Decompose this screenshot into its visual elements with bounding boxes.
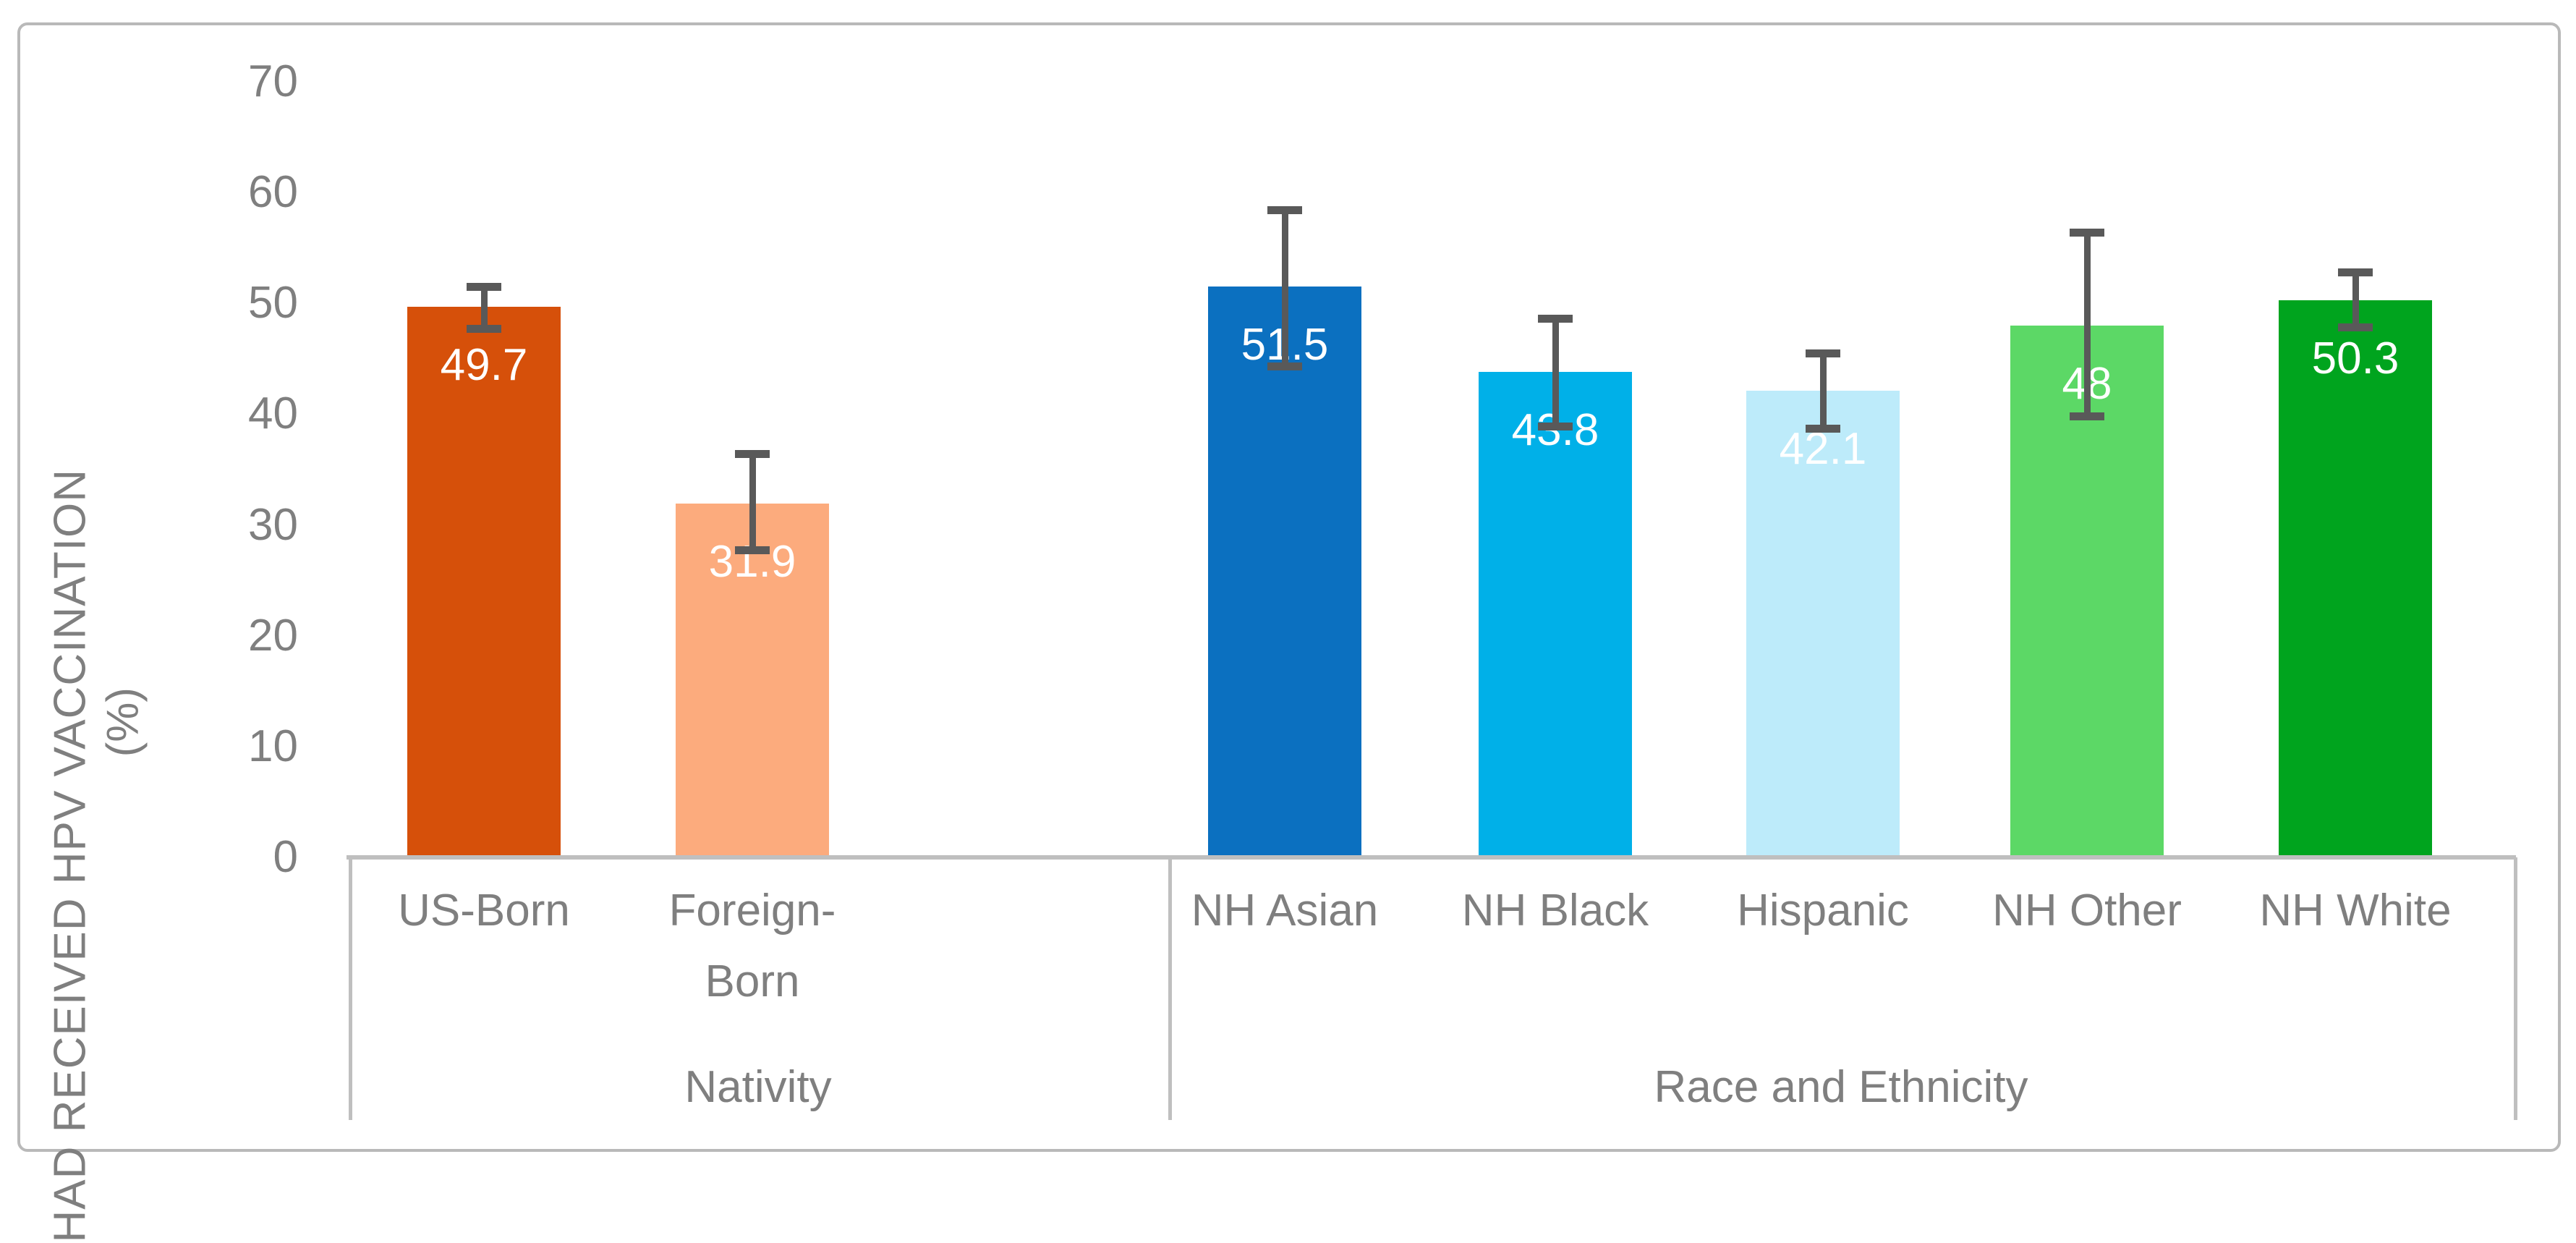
error-bar-cap-top-nh-white (2338, 268, 2373, 276)
group-label-nativity: Nativity (684, 1062, 832, 1112)
bar-hispanic (1746, 391, 1900, 857)
error-bar-cap-bottom-hispanic (1806, 424, 1840, 433)
error-bar-line-nh-other (2083, 232, 2091, 417)
y-tick-label-30: 30 (248, 499, 298, 550)
error-bar-cap-top-hispanic (1806, 349, 1840, 357)
category-label-nh-asian: NH Asian (1191, 886, 1379, 936)
error-bar-cap-bottom-nh-white (2338, 323, 2373, 332)
error-bar-cap-bottom-nh-asian (1267, 362, 1302, 371)
error-bar-cap-top-nh-black (1538, 315, 1573, 323)
bar-foreign-born (676, 504, 829, 857)
error-bar-line-foreign-born (749, 454, 756, 551)
error-bar-line-nh-white (2352, 272, 2359, 328)
bar-us-born (407, 306, 561, 857)
y-tick-label-50: 50 (248, 278, 298, 328)
category-label-us-born: US-Born (398, 886, 570, 936)
bar-value-label-nh-white: 50.3 (2311, 333, 2399, 383)
error-bar-cap-top-nh-asian (1267, 206, 1302, 215)
y-tick-label-10: 10 (248, 721, 298, 771)
y-tick-label-0: 0 (273, 832, 298, 882)
category-label-nh-black: NH Black (1461, 886, 1649, 936)
bar-value-label-hispanic: 42.1 (1779, 424, 1867, 475)
y-tick-label-40: 40 (248, 389, 298, 439)
error-bar-cap-top-nh-other (2070, 228, 2104, 237)
y-tick-label-60: 60 (248, 167, 298, 218)
error-bar-line-us-born (480, 287, 488, 329)
category-label-nh-white: NH White (2259, 886, 2452, 936)
group-divider-1 (1168, 857, 1172, 1120)
error-bar-cap-top-us-born (467, 282, 501, 291)
error-bar-line-hispanic (1819, 353, 1827, 429)
error-bar-cap-bottom-foreign-born (735, 546, 770, 555)
group-divider-2 (2514, 857, 2517, 1120)
category-axis-line (347, 855, 2516, 860)
group-label-race-and-ethnicity: Race and Ethnicity (1654, 1062, 2028, 1112)
bar-nh-white (2279, 300, 2432, 857)
bar-value-label-us-born: 49.7 (440, 339, 528, 390)
error-bar-cap-bottom-nh-other (2070, 412, 2104, 420)
category-label-hispanic: Hispanic (1737, 886, 1909, 936)
y-axis-tick-labels: 0 10 20 30 40 50 60 70 (0, 0, 298, 1166)
category-label-nh-other: NH Other (1992, 886, 2182, 936)
category-label-foreign-born: Foreign- Born (668, 886, 836, 1006)
error-bar-cap-top-foreign-born (735, 450, 770, 459)
bar-nh-black (1479, 372, 1632, 857)
y-tick-label-70: 70 (248, 56, 298, 106)
error-bar-cap-bottom-nh-black (1538, 422, 1573, 430)
error-bar-cap-bottom-us-born (467, 325, 501, 333)
error-bar-line-nh-black (1552, 318, 1559, 427)
bar-nh-asian (1208, 287, 1361, 857)
group-divider-0 (349, 857, 352, 1120)
y-tick-label-20: 20 (248, 610, 298, 661)
error-bar-line-nh-asian (1281, 210, 1288, 367)
